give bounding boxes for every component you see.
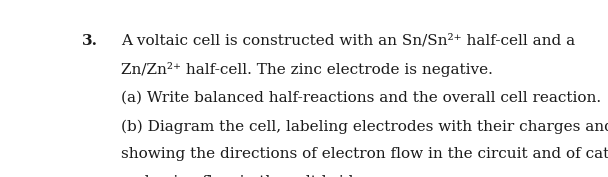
Text: A voltaic cell is constructed with an Sn/Sn²⁺ half-cell and a: A voltaic cell is constructed with an Sn…	[121, 33, 575, 47]
Text: Zn/Zn²⁺ half-cell. The zinc electrode is negative.: Zn/Zn²⁺ half-cell. The zinc electrode is…	[121, 62, 492, 77]
Text: (a) Write balanced half-reactions and the overall cell reaction.: (a) Write balanced half-reactions and th…	[121, 91, 601, 105]
Text: 3.: 3.	[81, 33, 98, 47]
Text: (b) Diagram the cell, labeling electrodes with their charges and: (b) Diagram the cell, labeling electrode…	[121, 119, 608, 134]
Text: showing the directions of electron flow in the circuit and of cation: showing the directions of electron flow …	[121, 147, 608, 161]
Text: and anion flow in the salt bridge.: and anion flow in the salt bridge.	[121, 175, 377, 177]
